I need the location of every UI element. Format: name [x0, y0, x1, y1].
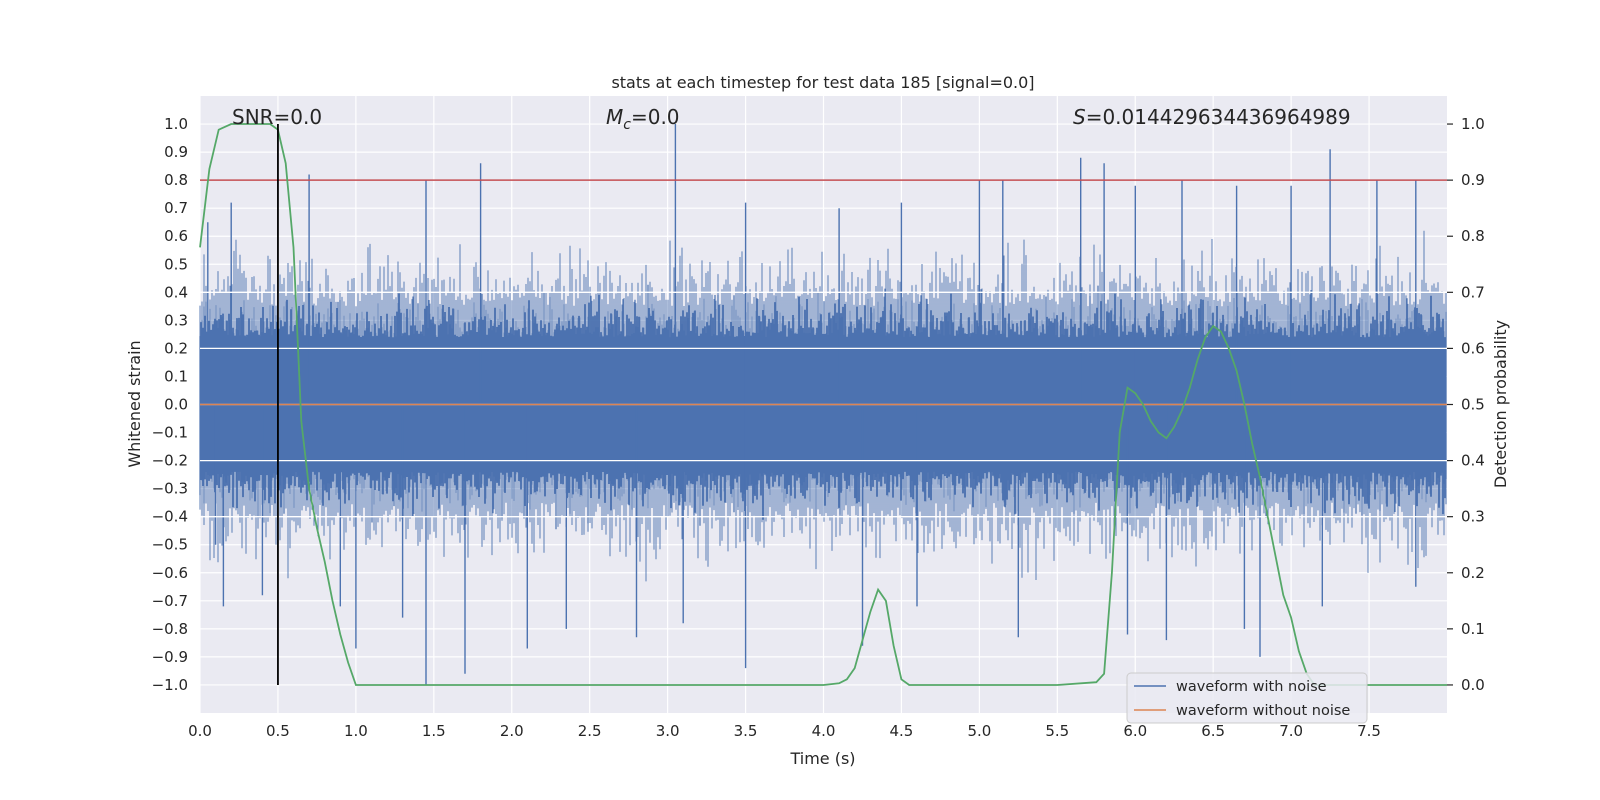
x-tick-label: 4.0	[812, 722, 836, 740]
y-tick-label: 0.6	[164, 227, 188, 245]
y2-tick-label: 0.8	[1461, 227, 1485, 245]
mc-subscript: c	[623, 117, 631, 133]
y2-axis-label: Detection probability	[1491, 320, 1510, 488]
x-tick-label: 7.0	[1279, 722, 1303, 740]
s-annotation: S=0.014429634436964989	[1073, 105, 1351, 129]
snr-annotation: SNR=0.0	[232, 105, 322, 129]
x-tick-label: 2.0	[500, 722, 524, 740]
y-tick-label: 0.2	[164, 339, 188, 357]
y2-tick-label: 0.5	[1461, 396, 1485, 414]
x-axis-label: Time (s)	[789, 749, 855, 768]
y-tick-label: 0.7	[164, 199, 188, 217]
y2-tick-label: 1.0	[1461, 115, 1485, 133]
x-tick-label: 2.5	[578, 722, 602, 740]
y-tick-label: 0.1	[164, 367, 188, 385]
x-tick-label: 7.5	[1357, 722, 1381, 740]
x-tick-label: 6.0	[1123, 722, 1147, 740]
x-tick-label: 5.0	[967, 722, 991, 740]
x-tick-label: 3.5	[734, 722, 758, 740]
y-tick-label: −0.5	[152, 536, 188, 554]
x-tick-label: 3.0	[656, 722, 680, 740]
mc-value: =0.0	[631, 105, 680, 129]
y-tick-label: −0.3	[152, 480, 188, 498]
x-tick-label: 4.5	[890, 722, 914, 740]
y2-tick-label: 0.9	[1461, 171, 1485, 189]
y-tick-label: 1.0	[164, 115, 188, 133]
legend: waveform with noise waveform without noi…	[1126, 672, 1368, 724]
chart-title: stats at each timestep for test data 185…	[611, 73, 1034, 92]
y-tick-label: 0.0	[164, 396, 188, 414]
y2-tick-label: 0.0	[1461, 676, 1485, 694]
y-tick-label: −0.4	[152, 508, 188, 526]
y-tick-label: 0.9	[164, 143, 188, 161]
legend-label-noise: waveform with noise	[1176, 679, 1327, 695]
y2-tick-label: 0.3	[1461, 508, 1485, 526]
x-tick-label: 5.5	[1045, 722, 1069, 740]
y-tick-label: 0.3	[164, 311, 188, 329]
x-tick-label: 1.0	[344, 722, 368, 740]
y-tick-label: −0.2	[152, 452, 188, 470]
y-tick-label: −0.8	[152, 620, 188, 638]
x-tick-label: 0.0	[188, 722, 212, 740]
legend-label-clean: waveform without noise	[1176, 703, 1350, 719]
y-tick-label: −1.0	[152, 676, 188, 694]
x-tick-label: 0.5	[266, 722, 290, 740]
y2-tick-label: 0.1	[1461, 620, 1485, 638]
y-tick-label: 0.4	[164, 283, 188, 301]
y-tick-label: −0.7	[152, 592, 188, 610]
s-value: =0.014429634436964989	[1086, 105, 1351, 129]
detection-probability-line	[199, 123, 1447, 686]
noise-spikes	[199, 230, 1447, 582]
overlay-layer	[199, 123, 1447, 686]
y-tick-label: 0.5	[164, 255, 188, 273]
mc-symbol: M	[606, 105, 623, 129]
y2-tick-label: 0.2	[1461, 564, 1485, 582]
y-tick-label: −0.9	[152, 648, 188, 666]
tick-labels: 0.0 0.5 1.0 1.5 2.0 2.5 3.0 3.5 4.0 4.5 5.0 5.5 6.0 6…	[152, 115, 1485, 740]
y2-tick-label: 0.4	[1461, 452, 1485, 470]
x-tick-label: 1.5	[422, 722, 446, 740]
y2-tick-label: 0.6	[1461, 339, 1485, 357]
s-symbol: S	[1073, 105, 1086, 129]
legend-box	[1126, 672, 1368, 724]
y-axis-label: Whitened strain	[125, 340, 144, 467]
y-tick-label: −0.6	[152, 564, 188, 582]
y-tick-label: 0.8	[164, 171, 188, 189]
y-tick-label: −0.1	[152, 424, 188, 442]
x-tick-label: 6.5	[1201, 722, 1225, 740]
y2-tick-label: 0.7	[1461, 283, 1485, 301]
mc-annotation: Mc=0.0	[606, 105, 680, 133]
